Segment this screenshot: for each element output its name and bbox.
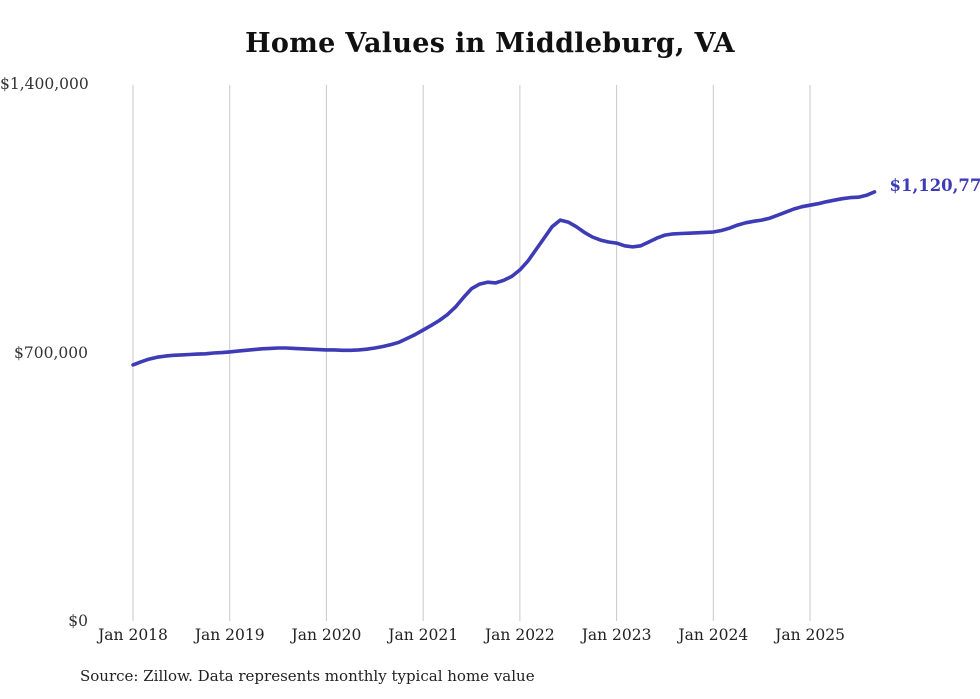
x-tick-label: Jan 2022 — [484, 626, 555, 644]
x-tick-label: Jan 2019 — [194, 626, 265, 644]
x-tick-label: Jan 2024 — [678, 626, 749, 644]
latest-value-label: $1,120,770 — [889, 175, 980, 195]
y-axis-label-0: $0 — [68, 612, 88, 630]
x-tick-label: Jan 2021 — [388, 626, 459, 644]
y-axis-label-700000: $700,000 — [14, 344, 88, 362]
source-note: Source: Zillow. Data represents monthly … — [80, 667, 535, 685]
x-tick-label: Jan 2023 — [581, 626, 652, 644]
y-axis-label-1400000: $1,400,000 — [0, 75, 89, 93]
x-tick-label: Jan 2025 — [775, 626, 845, 644]
chart-title: Home Values in Middleburg, VA — [245, 28, 735, 59]
x-tick-label: Jan 2018 — [98, 626, 168, 644]
x-tick-label: Jan 2020 — [291, 626, 362, 644]
